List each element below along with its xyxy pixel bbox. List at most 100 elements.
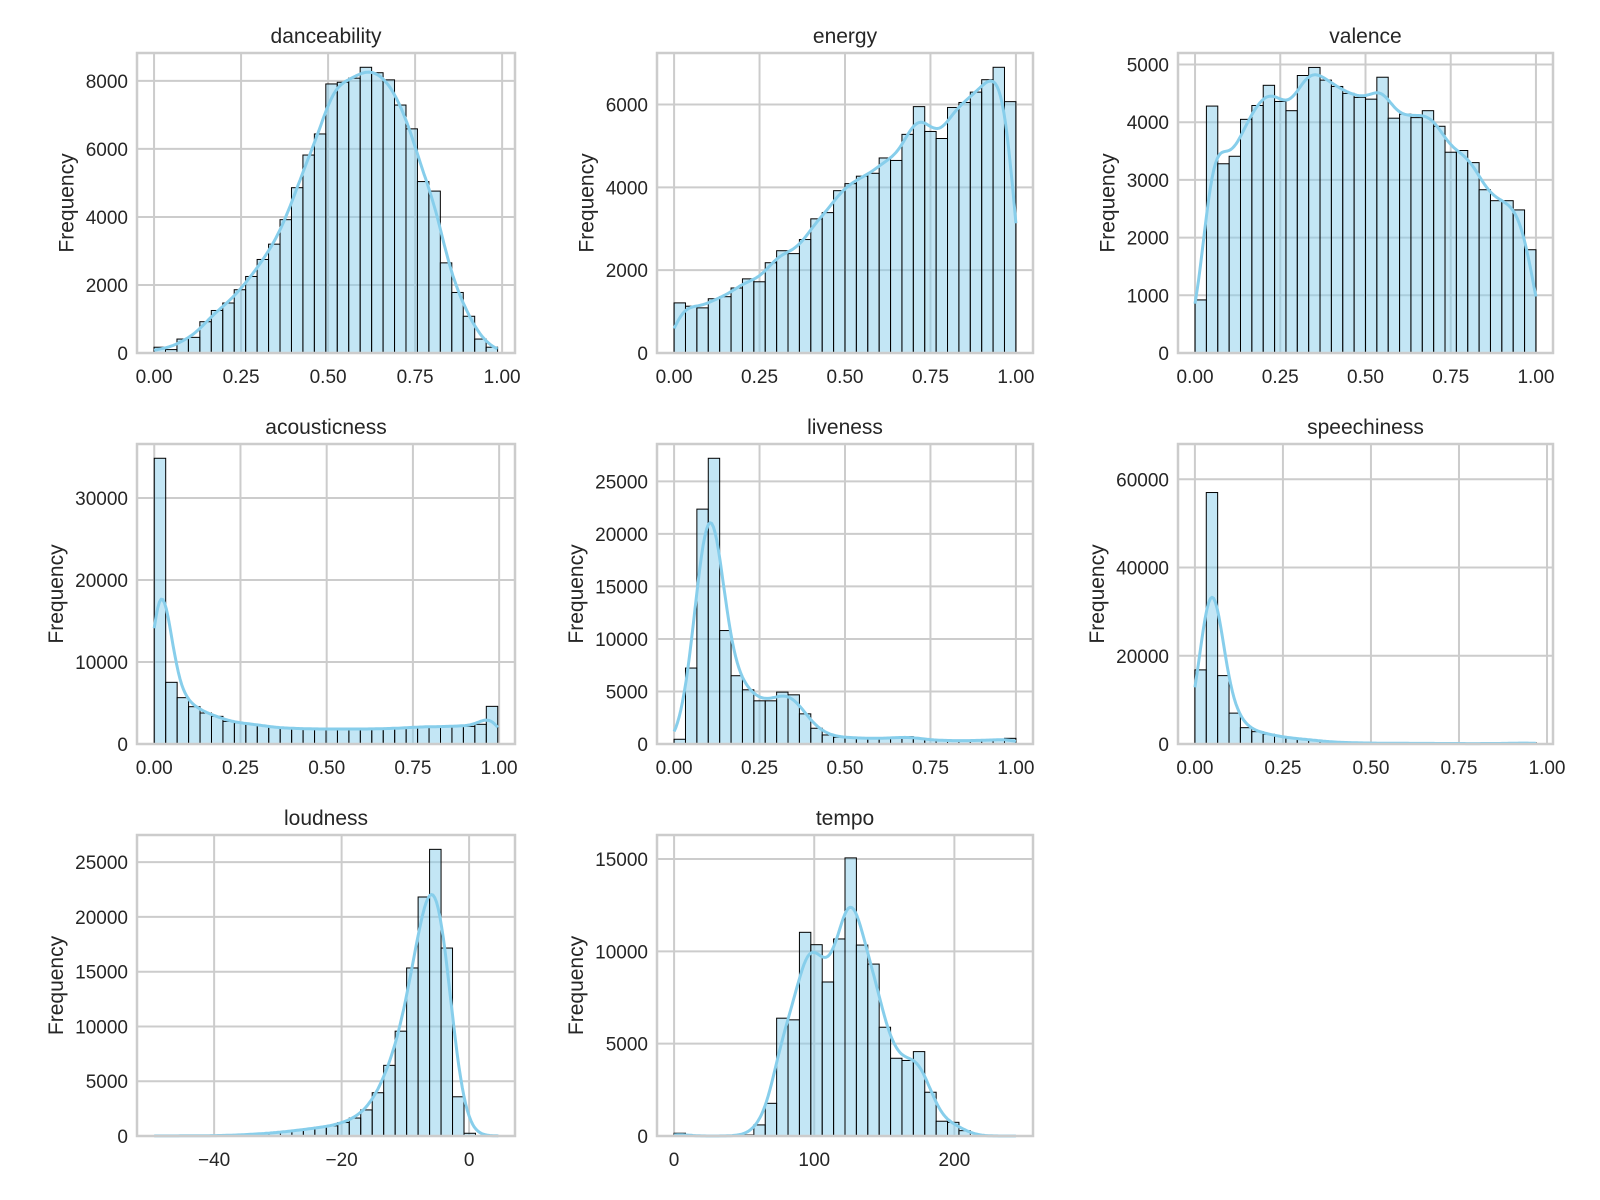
- y-tick-label: 0: [1158, 735, 1169, 756]
- histogram-bar: [1330, 85, 1344, 354]
- histogram-bar: [360, 1109, 373, 1137]
- histogram-bar: [741, 689, 755, 745]
- y-axis-label: Frequency: [1086, 544, 1109, 644]
- histogram-bar: [1274, 100, 1287, 354]
- histogram-bar: [684, 305, 698, 354]
- histogram-bar: [947, 106, 960, 354]
- y-tick-label: 0: [637, 735, 648, 756]
- kde-curve: [152, 597, 499, 731]
- y-tick-label: 5000: [606, 682, 648, 703]
- histogram-bar: [1364, 98, 1378, 354]
- histogram-bar: [821, 981, 835, 1137]
- histogram-bar: [382, 727, 396, 745]
- y-tick-label: 25000: [595, 472, 648, 493]
- y-tick-label: 6000: [86, 140, 128, 161]
- histogram-bar: [1467, 162, 1480, 354]
- histogram-bar: [268, 243, 281, 354]
- axes-frame: [1176, 442, 1555, 746]
- histogram-bar: [348, 77, 361, 354]
- axes-frame: [655, 51, 1035, 355]
- histogram-bar: [719, 296, 732, 354]
- subplot-title: acousticness: [265, 416, 386, 439]
- histogram-bar: [1285, 110, 1298, 354]
- y-tick-label: 0: [117, 1127, 128, 1148]
- histogram-bar: [416, 181, 430, 354]
- y-axis-label: Frequency: [45, 935, 68, 1035]
- histogram-bar: [844, 183, 857, 354]
- histogram-bar: [314, 728, 327, 745]
- histogram-bar: [1455, 150, 1469, 354]
- histogram-bar: [474, 723, 487, 745]
- kde-curve: [672, 79, 1018, 330]
- histogram-bar: [268, 726, 281, 745]
- x-tick-label: 0.50: [827, 367, 864, 388]
- histogram-bar: [776, 250, 789, 354]
- y-tick-label: 2000: [1127, 229, 1169, 250]
- histogram-bar: [1217, 163, 1230, 354]
- kde-curve: [1193, 73, 1538, 304]
- y-tick-label: 3000: [1127, 171, 1169, 192]
- histogram-bar: [462, 725, 476, 745]
- y-tick-label: 2000: [606, 261, 648, 282]
- x-tick-label: 0.00: [1177, 367, 1214, 388]
- histogram-bar: [417, 726, 430, 745]
- histogram-bar: [199, 712, 212, 745]
- axes-frame: [655, 833, 1035, 1138]
- histogram-bar: [279, 727, 293, 745]
- histogram-bar: [1444, 151, 1457, 354]
- histogram-bar: [730, 675, 743, 745]
- x-tick-label: 0.75: [1432, 367, 1469, 388]
- histogram-bar: [1228, 155, 1241, 354]
- histogram-bar: [753, 700, 766, 745]
- x-tick-label: 0.75: [1440, 758, 1477, 779]
- histogram-bar: [245, 275, 258, 354]
- y-axis-label: Frequency: [56, 153, 79, 253]
- histogram-bar: [821, 212, 835, 354]
- y-axis-label: Frequency: [565, 544, 588, 644]
- subplot-danceability: danceability Frequency 0.00 0.25 0.50 0.75 1…: [56, 25, 521, 388]
- y-tick-label: 0: [1158, 344, 1169, 365]
- histogram-bar: [833, 190, 846, 354]
- histogram-bar: [707, 457, 721, 745]
- histogram-bar: [833, 938, 846, 1137]
- x-tick-label: 0.50: [827, 758, 864, 779]
- histogram-bar: [730, 287, 743, 354]
- histogram-bar: [1387, 117, 1401, 354]
- kde-curve: [672, 521, 1017, 743]
- x-tick-label: 0.25: [741, 758, 778, 779]
- y-tick-label: 15000: [595, 577, 648, 598]
- x-tick-label: 0: [669, 1150, 680, 1171]
- histogram-bar: [1433, 125, 1446, 354]
- histogram-bar: [440, 726, 453, 745]
- histogram-bar: [1251, 105, 1264, 354]
- histogram-bar: [439, 262, 453, 354]
- x-tick-label: 1.00: [481, 758, 518, 779]
- x-tick-label: 1.00: [997, 367, 1034, 388]
- histogram-bar: [1319, 79, 1332, 354]
- histogram-bar: [187, 336, 201, 354]
- histogram-bar: [764, 1102, 778, 1137]
- histogram-bar: [302, 728, 316, 745]
- y-tick-label: 2000: [86, 276, 128, 297]
- y-tick-label: 60000: [1116, 470, 1169, 491]
- histogram-bar: [935, 1120, 949, 1137]
- histogram-bar: [981, 79, 994, 354]
- histogram-bar: [764, 700, 778, 745]
- x-tick-label: −20: [326, 1150, 358, 1171]
- subplot-acousticness: acousticness Frequency 0.00 0.25 0.50 0.75 1…: [45, 416, 518, 779]
- histogram-bar: [1353, 96, 1366, 354]
- x-tick-label: 1.00: [997, 758, 1034, 779]
- axes-frame: [1176, 51, 1555, 355]
- histogram-bar: [1308, 66, 1321, 354]
- histogram-bar: [452, 1096, 465, 1137]
- histogram-bar: [336, 728, 350, 745]
- histogram-bar: [405, 128, 418, 354]
- histogram-bar: [188, 706, 201, 745]
- histogram-bar: [719, 630, 732, 745]
- histogram-bar: [1205, 492, 1219, 745]
- y-tick-label: 4000: [1127, 113, 1169, 134]
- x-tick-label: 0.00: [656, 758, 693, 779]
- x-tick-label: 0.50: [308, 758, 345, 779]
- histogram-bars: [153, 66, 499, 354]
